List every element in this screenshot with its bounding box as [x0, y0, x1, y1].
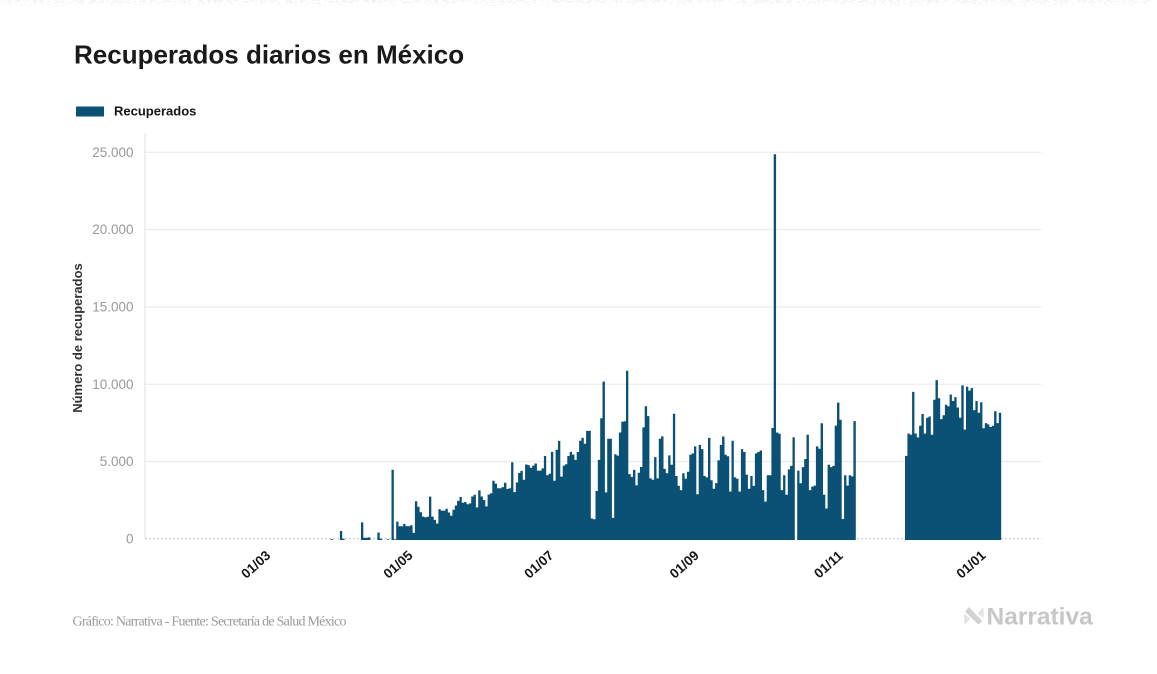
svg-text:Recuperados diarios en México: Recuperados diarios en México [74, 40, 464, 70]
svg-text:Número de recuperados: Número de recuperados [70, 263, 85, 413]
svg-text:5.000: 5.000 [100, 454, 134, 469]
svg-text:Gráfico: Narrativa - Fuente: S: Gráfico: Narrativa - Fuente: Secretaría … [73, 615, 347, 630]
svg-text:Narrativa: Narrativa [987, 604, 1094, 631]
svg-text:20.000: 20.000 [92, 222, 133, 237]
svg-text:15.000: 15.000 [92, 300, 133, 315]
svg-text:Recuperados: Recuperados [114, 104, 196, 119]
svg-text:10.000: 10.000 [92, 377, 133, 392]
svg-text:25.000: 25.000 [92, 145, 133, 160]
svg-text:0: 0 [126, 531, 134, 546]
